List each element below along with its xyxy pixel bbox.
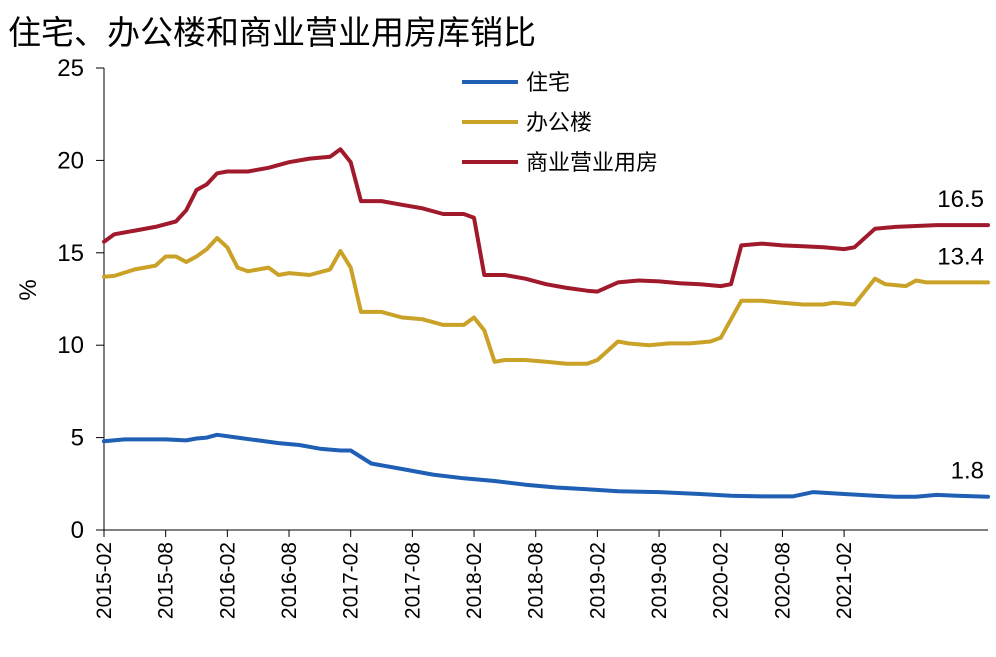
series-line-办公楼 (102, 236, 990, 366)
axes: 0 5 10 15 20 25% 2015-02 2015-08 2016-02 2016-08 2… (15, 55, 988, 619)
y-axis-label: % (15, 279, 42, 300)
x-tick-label: 2017-02 (340, 542, 363, 619)
x-tick-label: 2019-02 (586, 542, 609, 619)
x-tick-label: 2017-08 (401, 542, 424, 619)
legend-label: 商业营业用房 (526, 151, 658, 176)
y-tick-label: 10 (57, 332, 84, 359)
x-tick-label: 2016-08 (278, 542, 301, 619)
x-tick-label: 2015-08 (155, 542, 178, 619)
end-label: 1.8 (951, 458, 984, 485)
end-label: 16.5 (937, 186, 984, 213)
legend-label: 住宅 (526, 71, 570, 96)
end-label: 13.4 (937, 243, 984, 270)
x-tick-label: 2018-02 (463, 542, 486, 619)
x-tick-label: 2020-08 (771, 542, 794, 619)
x-tick-label: 2020-02 (710, 542, 733, 619)
series-line-住宅 (102, 432, 990, 499)
y-tick-label: 0 (71, 517, 84, 544)
y-tick-label: 25 (57, 55, 84, 82)
series-lines (102, 147, 990, 499)
y-tick-label: 5 (71, 425, 84, 452)
x-tick-label: 2018-08 (525, 542, 548, 619)
series-line-商业营业用房 (102, 147, 990, 294)
y-tick-label: 15 (57, 240, 84, 267)
x-tick-label: 2015-02 (93, 542, 116, 619)
y-tick-label: 20 (57, 147, 84, 174)
x-tick-label: 2019-08 (648, 542, 671, 619)
x-tick-label: 2016-02 (216, 542, 239, 619)
legend-label: 办公楼 (526, 111, 592, 136)
end-labels: 1.8 13.4 16.5 (937, 186, 984, 485)
x-tick-label: 2021-02 (833, 542, 856, 619)
chart-title: 住宅、办公楼和商业营业用房库销比 (8, 13, 536, 52)
